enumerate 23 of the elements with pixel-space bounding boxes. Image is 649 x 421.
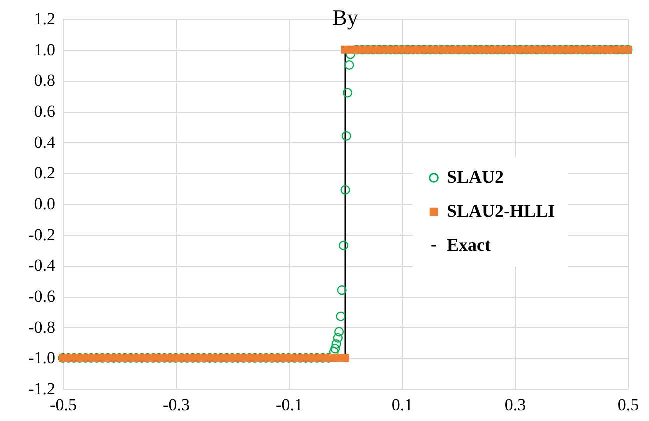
chart-title: By <box>332 5 358 30</box>
y-tick-label: 0.8 <box>34 71 56 90</box>
legend-label: SLAU2-HLLI <box>447 201 556 221</box>
x-tick-label: -0.5 <box>50 396 77 414</box>
y-tick-label: 1.2 <box>34 10 56 28</box>
y-tick-label: -1.0 <box>28 348 56 368</box>
y-tick-label: 0.6 <box>34 102 56 121</box>
legend-label: SLAU2 <box>447 167 504 187</box>
y-tick-label: -0.4 <box>28 256 56 276</box>
x-tick-label: 0.1 <box>392 396 414 414</box>
legend-label: Exact <box>447 235 491 255</box>
y-tick-label: 0.4 <box>34 132 56 152</box>
y-tick-label: -0.2 <box>28 225 56 244</box>
y-tick-label: -1.2 <box>28 380 56 398</box>
x-tick-label: 0.5 <box>618 396 640 414</box>
y-tick-label: 0.0 <box>34 194 56 214</box>
y-tick-label: 0.2 <box>34 164 56 183</box>
x-tick-label: -0.3 <box>163 396 190 414</box>
y-tick-label: 1.0 <box>34 40 56 60</box>
x-tick-label: -0.1 <box>276 396 303 414</box>
x-tick-label: 0.3 <box>504 396 526 414</box>
y-tick-label: -0.8 <box>28 318 56 337</box>
y-tick-label: -0.6 <box>28 287 56 306</box>
